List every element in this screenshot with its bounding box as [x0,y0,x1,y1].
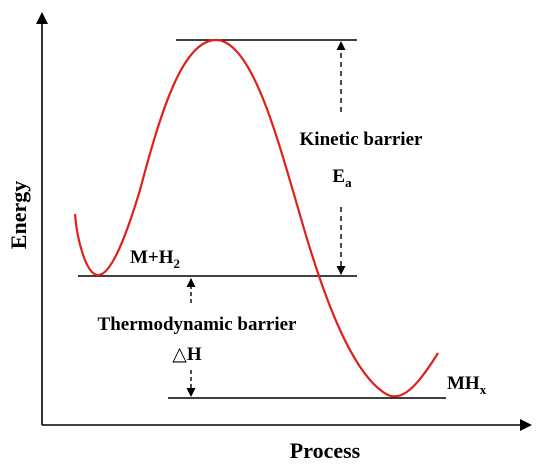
x-axis-label: Process [290,438,361,463]
energy-curve [73,38,439,398]
y-axis-label: Energy [6,181,31,249]
enthalpy-label: △H [172,344,202,365]
thermodynamic-barrier-label: Thermodynamic barrier [98,314,298,335]
activation-energy-label: Ea [332,166,352,190]
product-label: MHx [447,373,487,397]
reactant-label: M+H2 [130,247,180,271]
kinetic-barrier-label: Kinetic barrier [300,129,423,150]
